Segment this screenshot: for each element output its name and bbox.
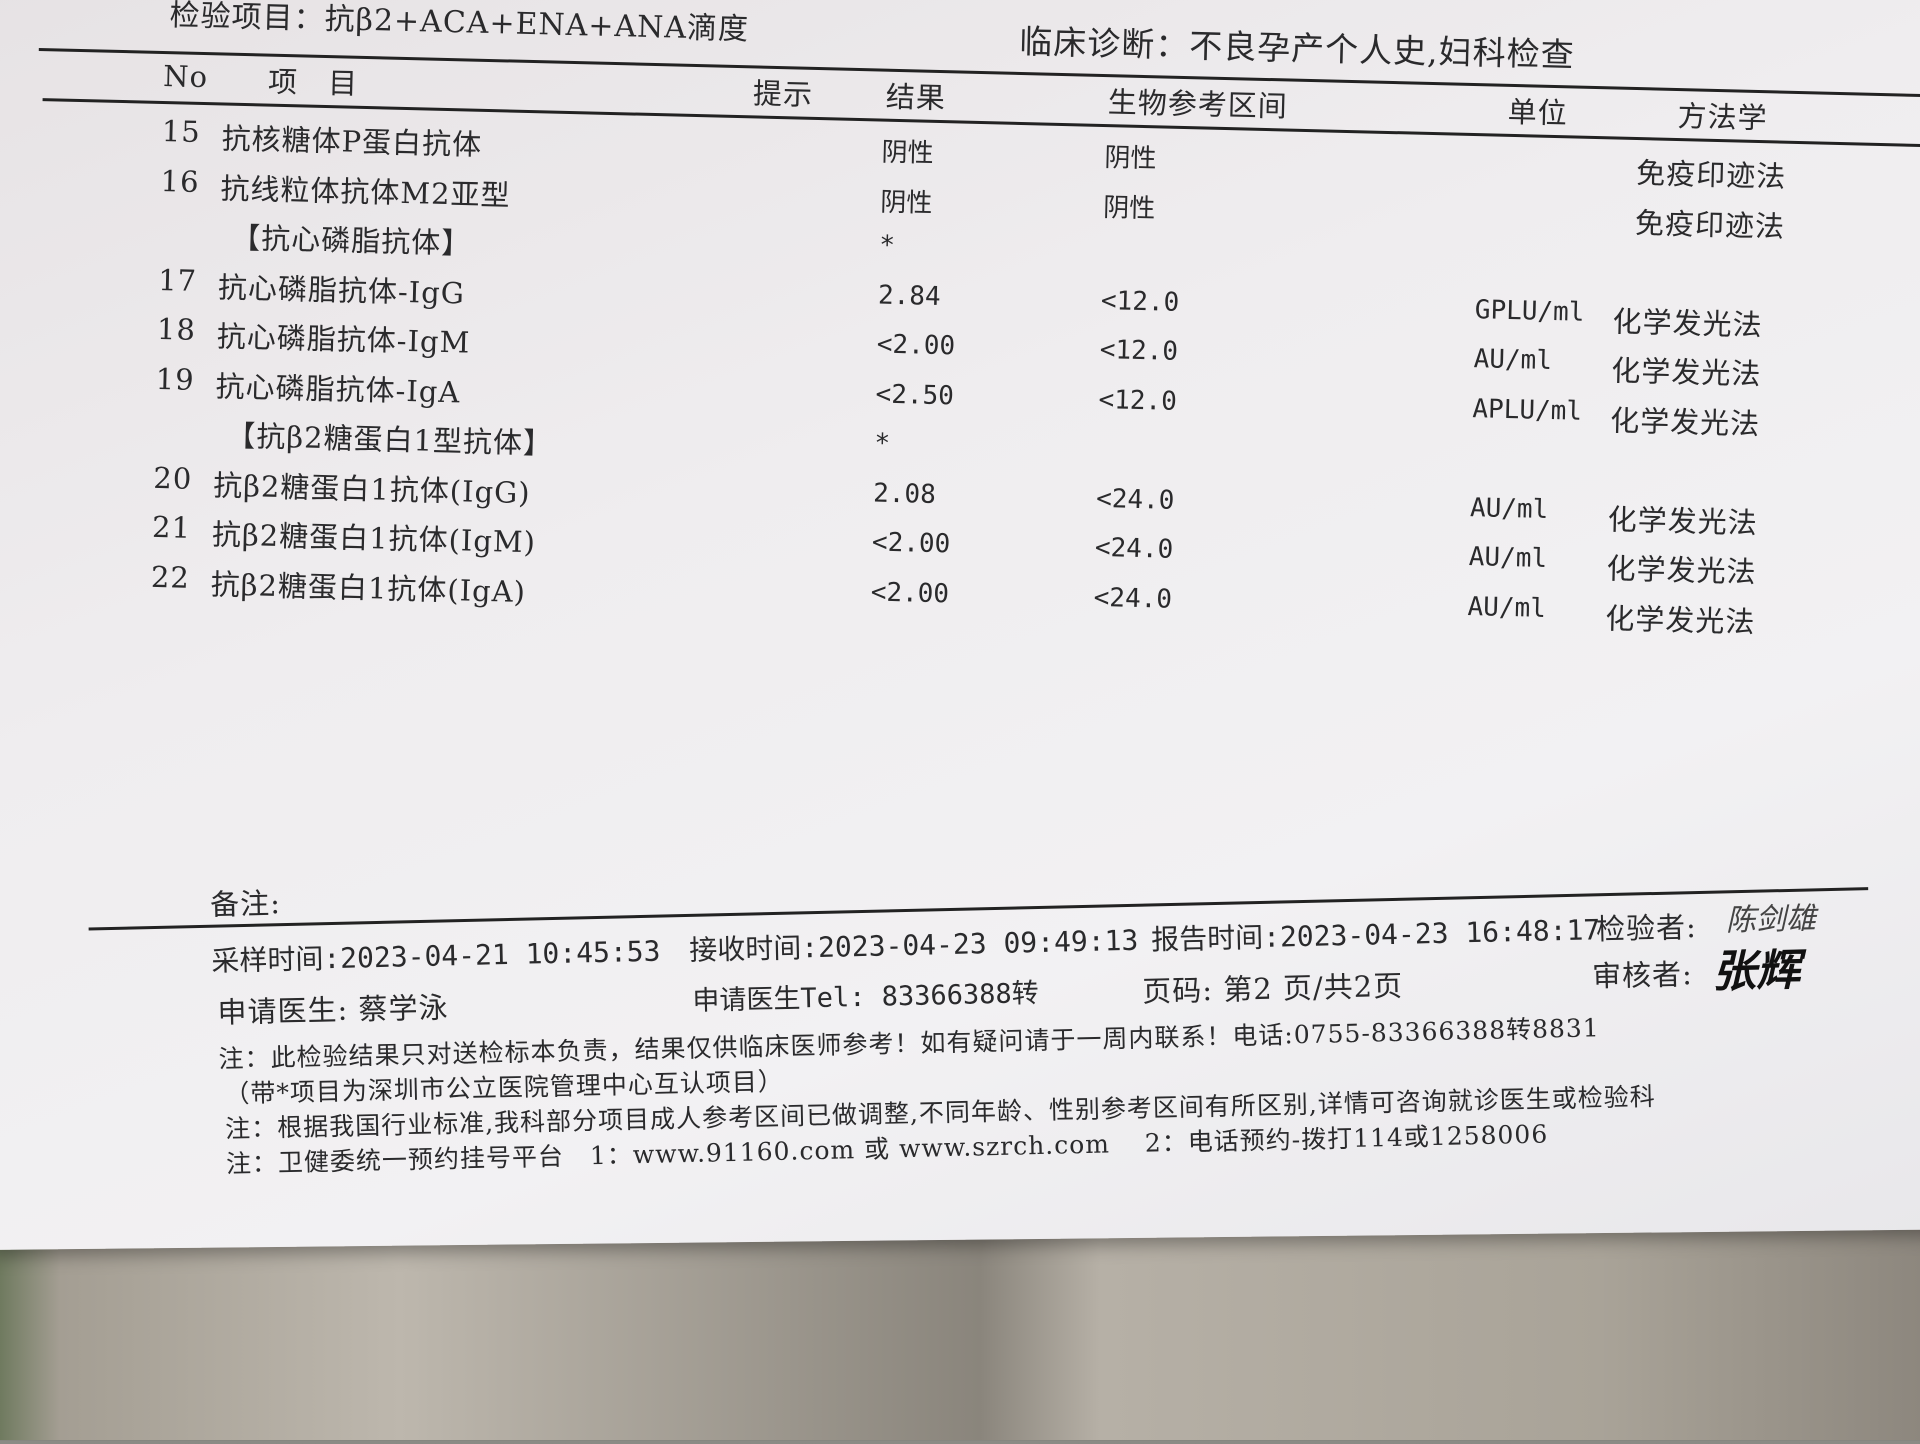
doctor-tel: 申请医生Tel: 83366388转 <box>692 978 1040 1017</box>
remarks-label: 备注: <box>209 886 282 922</box>
reviewer-label: 审核者: <box>1591 957 1694 994</box>
report-time: 报告时间:2023-04-23 16:48:17 <box>1150 913 1601 957</box>
reviewer-signature: 张辉 <box>1711 944 1801 998</box>
page-number: 页码: 第2 页/共2页 <box>1141 968 1404 1009</box>
receive-time: 接收时间:2023-04-23 09:49:13 <box>688 923 1139 967</box>
tester-signature: 陈剑雄 <box>1725 901 1817 939</box>
sample-time: 采样时间:2023-04-21 10:45:53 <box>211 934 661 978</box>
tester-label: 检验者: <box>1595 910 1698 947</box>
requesting-doctor: 申请医生: 蔡学泳 <box>217 990 449 1030</box>
